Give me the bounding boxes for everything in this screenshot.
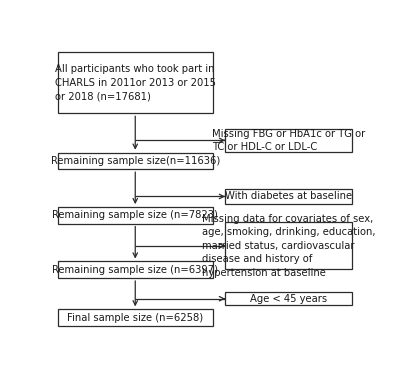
Text: All participants who took part in
CHARLS in 2011or 2013 or 2015
or 2018 (n=17681: All participants who took part in CHARLS…: [55, 64, 216, 101]
Text: With diabetes at baseline: With diabetes at baseline: [225, 192, 352, 202]
Text: Missing data for covariates of sex,
age, smoking, drinking, education,
married s: Missing data for covariates of sex, age,…: [202, 214, 376, 278]
FancyBboxPatch shape: [58, 262, 213, 278]
Text: Remaining sample size(n=11636): Remaining sample size(n=11636): [51, 156, 220, 166]
FancyBboxPatch shape: [225, 292, 352, 305]
Text: Age < 45 years: Age < 45 years: [250, 294, 327, 304]
FancyBboxPatch shape: [225, 129, 352, 152]
Text: Remaining sample size (n=6397): Remaining sample size (n=6397): [52, 265, 218, 275]
Text: Remaining sample size (n=7823): Remaining sample size (n=7823): [52, 210, 218, 220]
FancyBboxPatch shape: [225, 189, 352, 203]
FancyBboxPatch shape: [58, 207, 213, 224]
Text: Final sample size (n=6258): Final sample size (n=6258): [67, 312, 203, 323]
Text: Missing FBG or HbA1c or TG or
TC or HDL-C or LDL-C: Missing FBG or HbA1c or TG or TC or HDL-…: [212, 128, 365, 152]
FancyBboxPatch shape: [58, 52, 213, 113]
FancyBboxPatch shape: [58, 309, 213, 326]
FancyBboxPatch shape: [58, 153, 213, 169]
FancyBboxPatch shape: [225, 222, 352, 269]
